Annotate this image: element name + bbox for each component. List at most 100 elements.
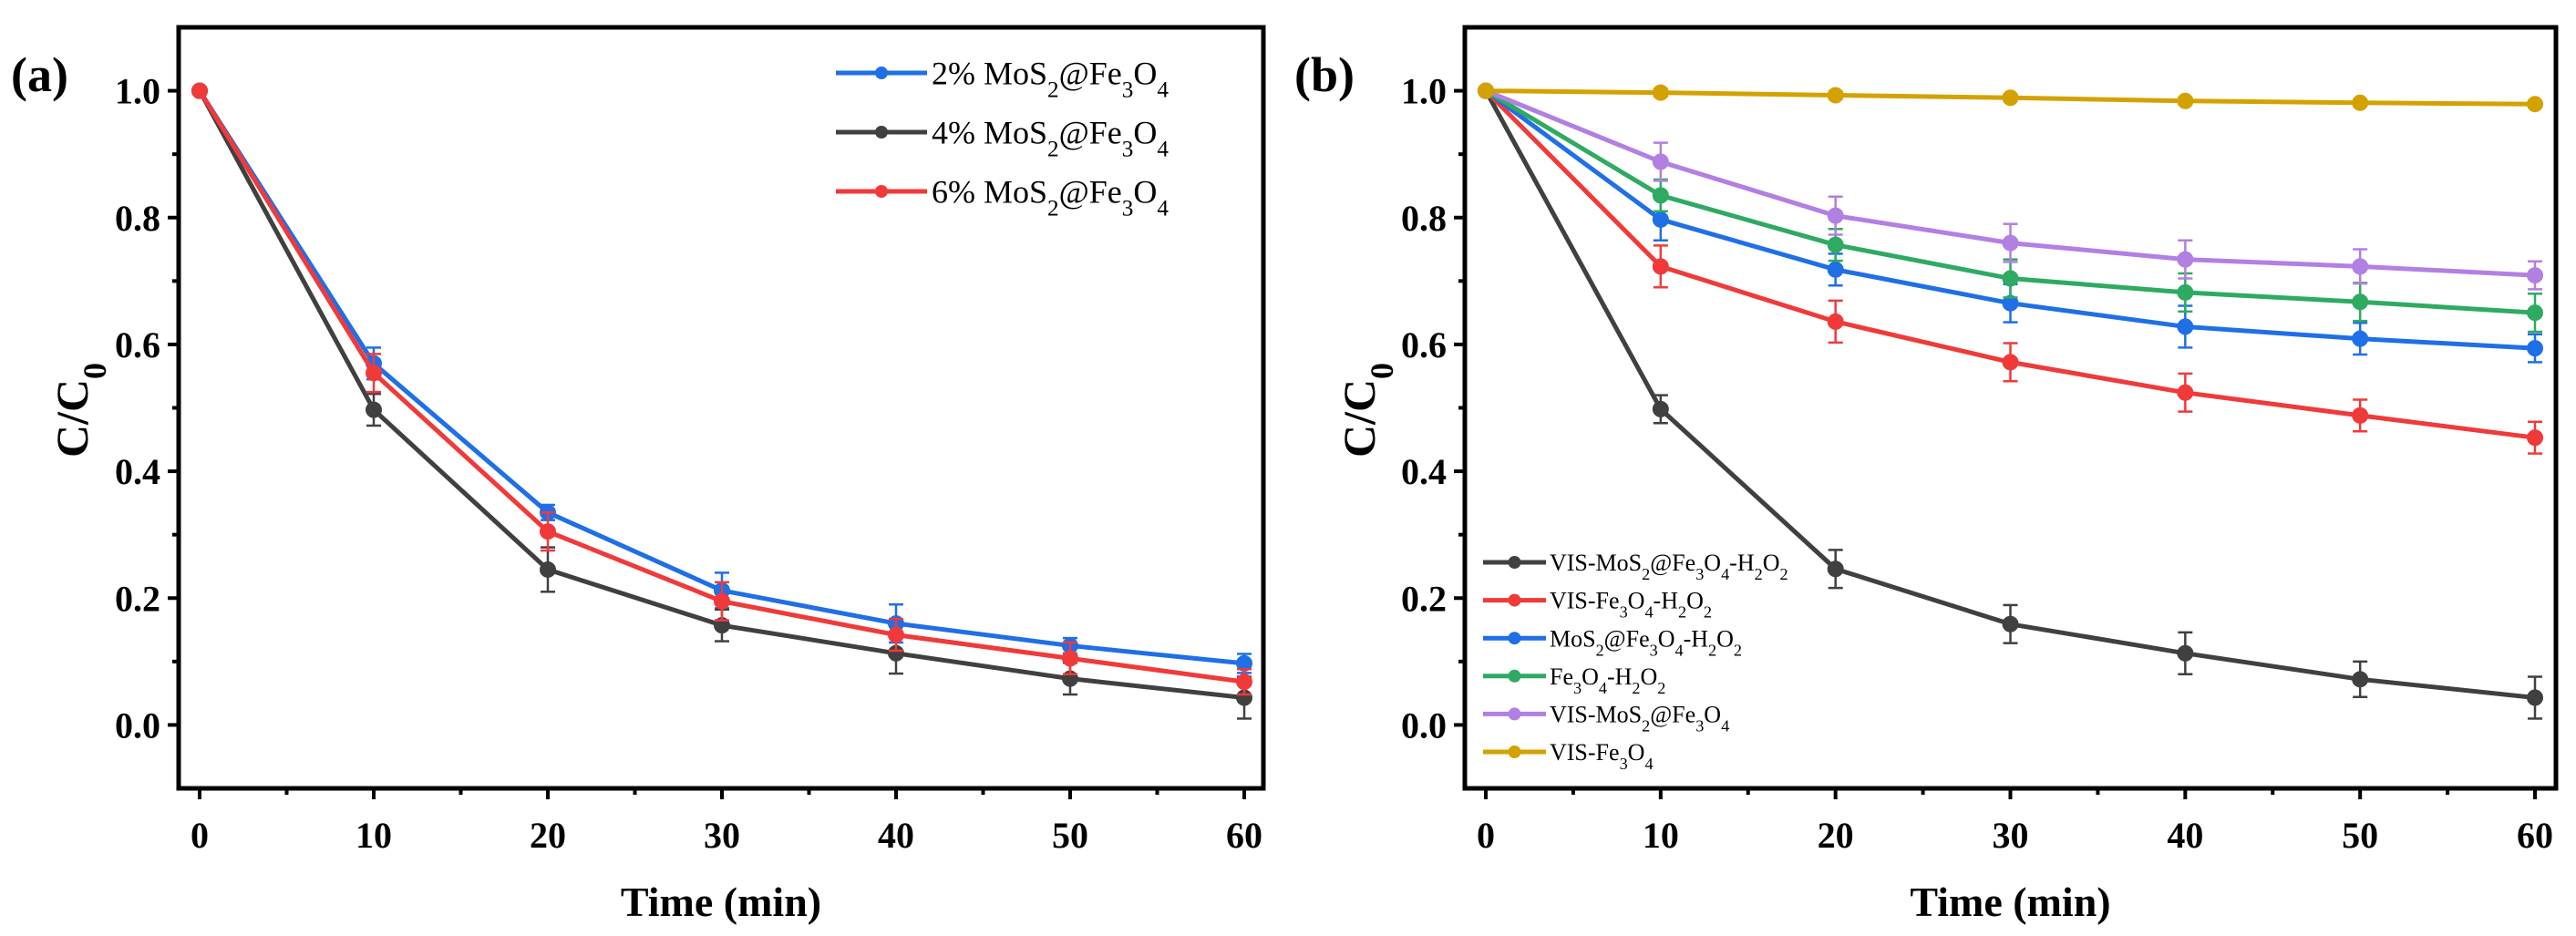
data-point: [1652, 211, 1669, 228]
legend-label: 4% MoS2@Fe3O4: [932, 115, 1169, 162]
x-tick-label: 20: [530, 815, 566, 856]
panel-label: (a): [11, 47, 68, 102]
data-point: [2177, 644, 2194, 662]
y-tick-label: 0.2: [1401, 578, 1447, 619]
data-point: [2527, 689, 2543, 706]
legend-marker: [875, 185, 888, 198]
data-point: [2527, 340, 2543, 357]
data-point: [2002, 234, 2019, 252]
y-tick-label: 0.4: [1401, 451, 1447, 492]
data-point: [540, 561, 556, 578]
data-point: [2177, 251, 2194, 268]
legend-marker: [875, 126, 888, 139]
x-tick-label: 30: [704, 815, 740, 856]
data-point: [191, 82, 208, 99]
data-point: [2002, 270, 2019, 287]
x-tick-label: 50: [2342, 815, 2378, 856]
legend-label: Fe3O4-H2O2: [1550, 663, 1665, 697]
legend-item: VIS-Fe3O4: [1483, 739, 1654, 773]
legend-label: VIS-Fe3O4-H2O2: [1550, 588, 1712, 622]
data-point: [540, 523, 556, 540]
y-tick-label: 0.4: [115, 451, 160, 492]
legend-marker: [1508, 707, 1521, 721]
x-tick-label: 50: [1052, 815, 1088, 856]
data-point: [1062, 650, 1078, 667]
y-tick-label: 0.2: [115, 578, 160, 619]
data-point: [2177, 283, 2194, 301]
y-tick-label: 0.8: [1401, 198, 1447, 239]
data-point: [2352, 293, 2369, 311]
x-tick-label: 40: [2167, 815, 2203, 856]
data-point: [2002, 354, 2019, 371]
data-point: [2352, 406, 2369, 424]
x-tick-label: 30: [1993, 815, 2029, 856]
y-tick-label: 0.0: [115, 705, 160, 746]
data-point: [2352, 258, 2369, 275]
x-axis-label: Time (min): [1910, 879, 2110, 925]
x-axis-label: Time (min): [621, 879, 821, 925]
x-tick-label: 40: [878, 815, 914, 856]
legend-label: 2% MoS2@Fe3O4: [932, 56, 1169, 103]
data-point: [1827, 207, 1844, 224]
data-point: [1827, 87, 1844, 104]
data-point: [1827, 261, 1844, 278]
y-tick-label: 0.6: [1401, 324, 1447, 365]
legend-label: VIS-MoS2@Fe3O4: [1550, 702, 1729, 735]
legend-item: Fe3O4-H2O2: [1483, 663, 1665, 697]
legend-label: MoS2@Fe3O4-H2O2: [1550, 625, 1742, 659]
x-tick-label: 0: [1477, 815, 1495, 856]
data-point: [2002, 89, 2019, 107]
x-tick-label: 60: [2517, 815, 2553, 856]
panel-b-chart: 0.0 0.2 0.4 0.6 0.8 1.0 0 10 20 30 40 50 60 Time (min…: [1294, 25, 2559, 925]
data-point: [2527, 304, 2543, 322]
data-point: [2527, 267, 2543, 284]
legend-label: 6% MoS2@Fe3O4: [932, 174, 1169, 221]
y-tick-label: 1.0: [115, 71, 160, 112]
x-tick-label: 10: [1643, 815, 1679, 856]
data-point: [2177, 318, 2194, 335]
legend-marker: [1508, 746, 1521, 758]
data-point: [2352, 671, 2369, 688]
data-point: [888, 626, 904, 643]
legend-marker: [1508, 632, 1521, 645]
legend-marker: [1508, 593, 1521, 607]
data-point: [1652, 258, 1669, 275]
data-point: [1652, 400, 1669, 417]
series-5: [1478, 82, 2543, 113]
data-point: [1827, 313, 1844, 330]
y-axis-label: C/C0: [1334, 363, 1400, 458]
data-point: [2177, 92, 2194, 109]
legend-item: 6% MoS2@Fe3O4: [836, 174, 1169, 221]
legend-item: VIS-Fe3O4-H2O2: [1483, 588, 1712, 622]
series-0: [1478, 82, 2543, 720]
series-4: [1478, 82, 2543, 291]
data-point: [1652, 187, 1669, 204]
data-point: [2002, 615, 2019, 633]
legend-item: 4% MoS2@Fe3O4: [836, 115, 1169, 162]
data-point: [2352, 330, 2369, 347]
x-tick-label: 20: [1818, 815, 1854, 856]
legend-item: VIS-MoS2@Fe3O4-H2O2: [1483, 550, 1788, 583]
data-point: [714, 592, 730, 610]
legend-marker: [875, 67, 888, 79]
data-point: [366, 365, 382, 382]
y-tick-label: 1.0: [1401, 71, 1447, 112]
data-point: [1652, 84, 1669, 101]
y-tick-label: 0.6: [115, 324, 160, 365]
legend-item: VIS-MoS2@Fe3O4: [1483, 702, 1729, 735]
legend-marker: [1508, 556, 1521, 569]
data-point: [2352, 94, 2369, 111]
legend-label: VIS-Fe3O4: [1550, 739, 1654, 773]
data-point: [1236, 674, 1252, 691]
series-2: [191, 82, 1252, 696]
panel-label: (b): [1294, 47, 1355, 102]
data-point: [1652, 153, 1669, 170]
data-point: [2527, 96, 2543, 113]
data-point: [1827, 236, 1844, 253]
legend-label: VIS-MoS2@Fe3O4-H2O2: [1550, 550, 1788, 583]
y-tick-label: 0.8: [115, 198, 160, 239]
legend-item: 2% MoS2@Fe3O4: [836, 56, 1169, 103]
data-point: [1478, 82, 1494, 99]
x-tick-label: 0: [191, 815, 209, 856]
